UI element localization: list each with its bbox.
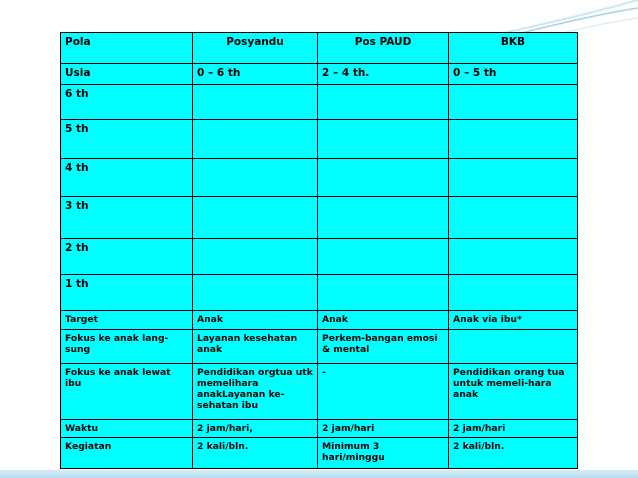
age-label: 5 th	[60, 119, 193, 159]
bkb-coverage-cell	[448, 158, 578, 197]
info-label: Target	[60, 310, 193, 330]
posyandu-value: 2 kali/bln.	[192, 437, 318, 469]
bkb-coverage-cell	[448, 196, 578, 239]
bkb-value: Anak via ibu*	[448, 310, 578, 330]
posyandu-coverage-cell	[192, 84, 318, 120]
posyandu-value: Layanan kesehatan anak	[192, 329, 318, 364]
comparison-table: Pola Posyandu Pos PAUD BKB Usia 0 – 6 th…	[60, 32, 578, 469]
age-row-3: 3 th	[60, 196, 578, 239]
info-row-waktu: Waktu 2 jam/hari, 2 jam/hari 2 jam/hari	[60, 419, 578, 438]
header-row: Pola Posyandu Pos PAUD BKB	[60, 32, 578, 64]
usia-posyandu: 0 – 6 th	[192, 63, 318, 85]
pos-paud-value: Minimum 3 hari/minggu	[317, 437, 449, 469]
info-label: Kegiatan	[60, 437, 193, 469]
posyandu-coverage-cell	[192, 196, 318, 239]
age-label: 3 th	[60, 196, 193, 239]
bkb-coverage-cell	[448, 84, 578, 120]
pos-paud-coverage-cell	[317, 84, 449, 120]
info-label: Fokus ke anak lang-sung	[60, 329, 193, 364]
age-label: 1 th	[60, 274, 193, 311]
bkb-value	[448, 329, 578, 364]
posyandu-coverage-cell	[192, 238, 318, 275]
usia-pos-paud: 2 – 4 th.	[317, 63, 449, 85]
age-label: 6 th	[60, 84, 193, 120]
bkb-value: Pendidikan orang tua untuk memeli-hara a…	[448, 363, 578, 420]
bkb-coverage-cell	[448, 119, 578, 159]
age-row-5: 5 th	[60, 119, 578, 159]
bkb-coverage-cell	[448, 238, 578, 275]
info-label: Fokus ke anak lewat ibu	[60, 363, 193, 420]
bottom-bar	[0, 470, 638, 478]
pos-paud-value: 2 jam/hari	[317, 419, 449, 438]
pos-paud-value: -	[317, 363, 449, 420]
age-row-4: 4 th	[60, 158, 578, 197]
info-row-kegiatan: Kegiatan 2 kali/bln. Minimum 3 hari/ming…	[60, 437, 578, 469]
age-label: 2 th	[60, 238, 193, 275]
header-posyandu: Posyandu	[192, 32, 318, 64]
age-row-6: 6 th	[60, 84, 578, 120]
posyandu-coverage-cell	[192, 119, 318, 159]
pos-paud-coverage-cell	[317, 158, 449, 197]
bkb-coverage-cell	[448, 274, 578, 311]
age-row-2: 2 th	[60, 238, 578, 275]
age-label: 4 th	[60, 158, 193, 197]
info-row-target: Target Anak Anak Anak via ibu*	[60, 310, 578, 330]
header-pos-paud: Pos PAUD	[317, 32, 449, 64]
header-pola: Pola	[60, 32, 193, 64]
usia-bkb: 0 – 5 th	[448, 63, 578, 85]
posyandu-coverage-cell	[192, 274, 318, 311]
pos-paud-coverage-cell	[317, 196, 449, 239]
bkb-value: 2 kali/bln.	[448, 437, 578, 469]
posyandu-coverage-cell	[192, 158, 318, 197]
pos-paud-coverage-cell	[317, 119, 449, 159]
pos-paud-value: Perkem-bangan emosi & mental	[317, 329, 449, 364]
posyandu-value: Pendidikan orgtua utk memelihara anakLay…	[192, 363, 318, 420]
posyandu-value: 2 jam/hari,	[192, 419, 318, 438]
header-bkb: BKB	[448, 32, 578, 64]
pos-paud-coverage-cell	[317, 274, 449, 311]
usia-label: Usia	[60, 63, 193, 85]
posyandu-value: Anak	[192, 310, 318, 330]
info-row-fokus-ibu: Fokus ke anak lewat ibu Pendidikan orgtu…	[60, 363, 578, 420]
pos-paud-coverage-cell	[317, 238, 449, 275]
usia-row: Usia 0 – 6 th 2 – 4 th. 0 – 5 th	[60, 63, 578, 85]
info-row-fokus-langsung: Fokus ke anak lang-sung Layanan kesehata…	[60, 329, 578, 364]
pos-paud-value: Anak	[317, 310, 449, 330]
age-row-1: 1 th	[60, 274, 578, 311]
info-label: Waktu	[60, 419, 193, 438]
bkb-value: 2 jam/hari	[448, 419, 578, 438]
